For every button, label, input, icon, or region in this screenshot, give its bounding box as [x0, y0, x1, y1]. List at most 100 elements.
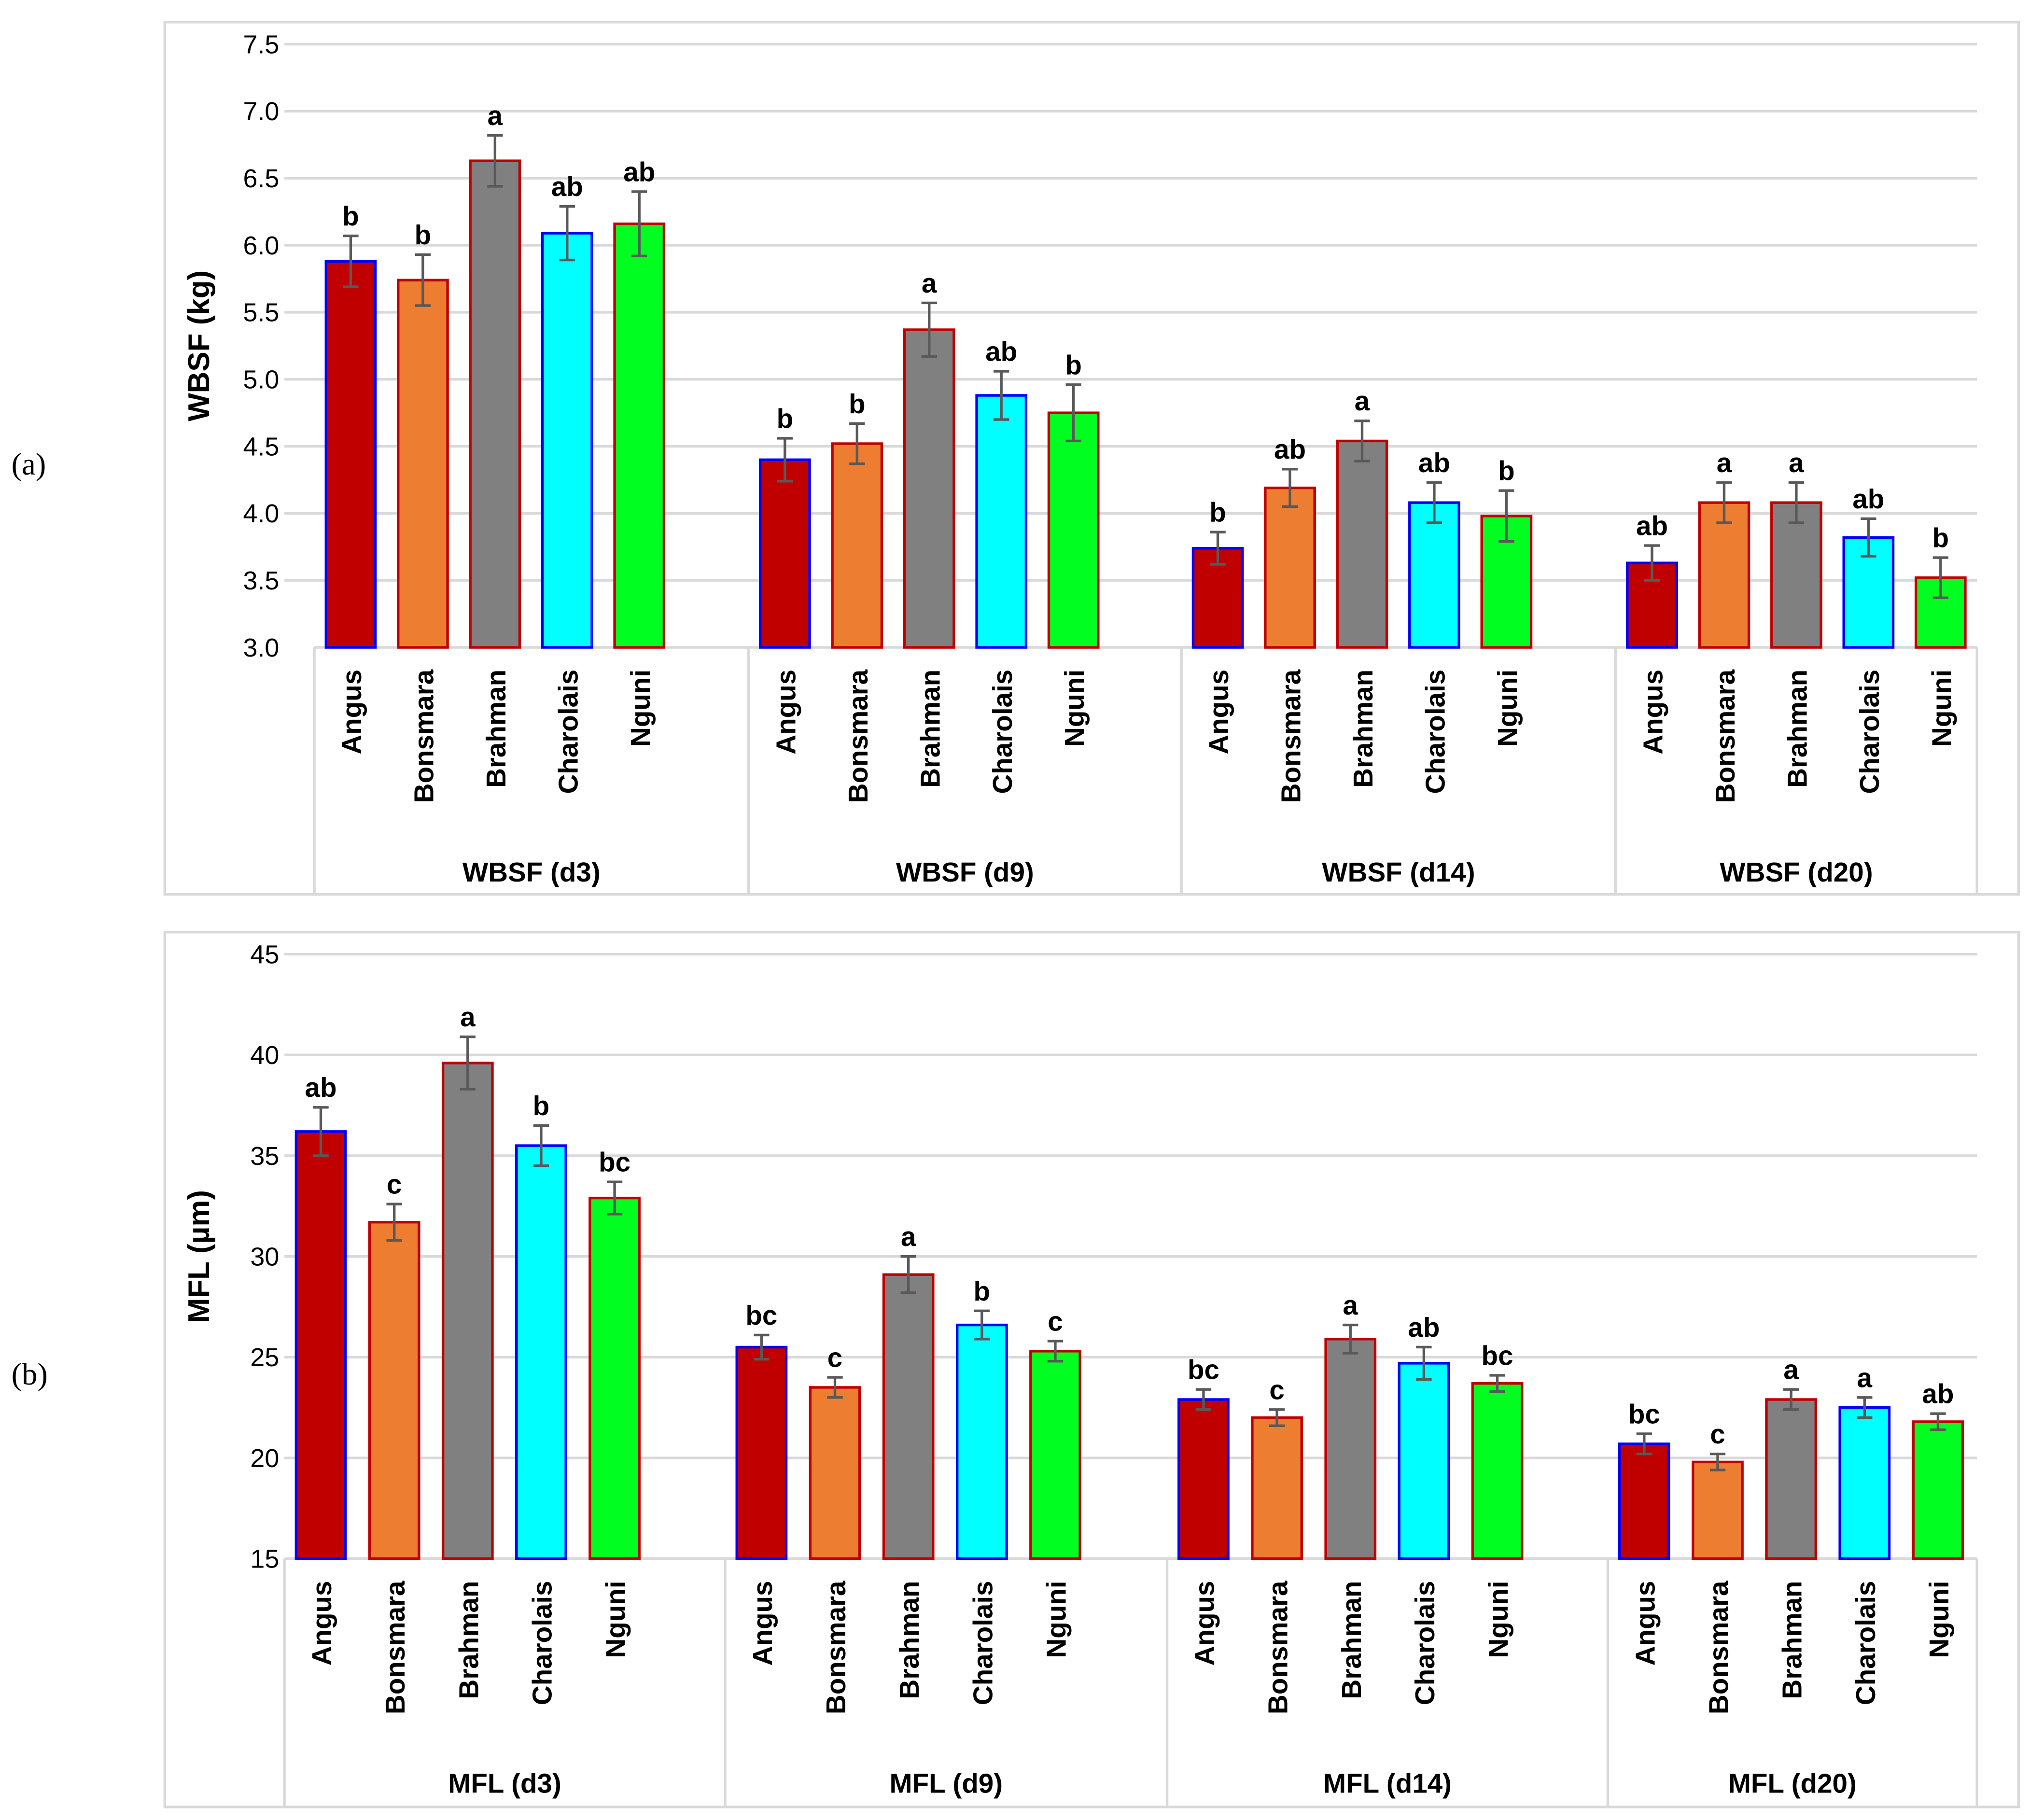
group-label: WBSF (d14)	[1322, 857, 1475, 887]
bar-brahman	[882, 1273, 935, 1560]
x-tick-label: Bonsmara	[408, 669, 439, 803]
x-tick-label: Angus	[307, 1581, 337, 1666]
group-label: MFL (d20)	[1728, 1768, 1857, 1798]
significance-letter: c	[1269, 1374, 1284, 1405]
x-tick-label: Angus	[1204, 670, 1234, 755]
bar-angus	[324, 260, 377, 649]
significance-letter: a	[488, 100, 503, 131]
significance-letter: ab	[1274, 434, 1306, 464]
x-tick-label: Nguni	[1041, 1581, 1072, 1658]
significance-letter: b	[974, 1276, 991, 1306]
bar-bonsmara	[809, 1386, 861, 1560]
significance-letter: c	[1048, 1306, 1063, 1336]
significance-letter: c	[387, 1169, 402, 1200]
bar-angus	[759, 458, 811, 649]
y-tick-label: 3.0	[243, 633, 279, 662]
x-tick-label: Brahman	[894, 1581, 924, 1699]
x-tick-label: Brahman	[481, 670, 511, 788]
significance-letter: ab	[1418, 448, 1450, 478]
bar-charolais	[1398, 1362, 1450, 1560]
significance-letter: b	[533, 1091, 550, 1121]
bar-nguni	[613, 222, 666, 649]
x-tick-label: Charolais	[553, 670, 583, 794]
bar-bonsmara	[368, 1220, 420, 1560]
y-tick-label: 45	[250, 940, 279, 969]
y-tick-label: 6.5	[243, 164, 279, 193]
significance-letter: bc	[745, 1300, 777, 1330]
significance-letter: bc	[1628, 1399, 1660, 1429]
significance-letter: a	[1717, 448, 1732, 478]
significance-letter: ab	[1636, 510, 1668, 541]
x-tick-label: Nguni	[1483, 1581, 1513, 1658]
significance-letter: ab	[1408, 1312, 1440, 1343]
bar-angus	[294, 1130, 347, 1560]
bar-nguni	[1912, 1420, 1964, 1560]
bar-bonsmara	[831, 442, 883, 649]
y-tick-label: 7.0	[243, 97, 279, 126]
significance-letter: bc	[1482, 1340, 1513, 1371]
bar-brahman	[1770, 501, 1822, 649]
bar-bonsmara	[397, 279, 449, 649]
significance-letter: ab	[1852, 484, 1884, 514]
significance-letter: a	[1857, 1362, 1873, 1393]
y-tick-label: 5.0	[243, 365, 279, 394]
x-tick-label: Angus	[1190, 1581, 1220, 1666]
panel-label: (a)	[12, 447, 46, 482]
x-tick-label: Nguni	[1059, 670, 1090, 747]
bar-bonsmara	[1251, 1416, 1303, 1560]
group-label: WBSF (d3)	[462, 857, 601, 887]
x-tick-label: Bonsmara	[380, 1581, 410, 1714]
significance-letter: ab	[1922, 1379, 1954, 1409]
x-tick-label: Brahman	[1336, 1581, 1367, 1699]
x-tick-label: Angus	[770, 670, 801, 755]
significance-letter: bc	[1188, 1355, 1219, 1385]
x-tick-label: Bonsmara	[1263, 1581, 1293, 1714]
group-label: MFL (d3)	[448, 1768, 561, 1798]
bar-brahman	[469, 159, 521, 649]
significance-letter: b	[777, 403, 794, 434]
y-tick-label: 4.0	[243, 499, 279, 528]
significance-letter: b	[415, 220, 432, 250]
significance-letter: a	[1783, 1355, 1799, 1385]
bar-angus	[1618, 1442, 1670, 1560]
x-tick-label: Bonsmara	[1710, 669, 1740, 803]
x-tick-label: Angus	[1630, 1581, 1660, 1666]
significance-letter: a	[922, 268, 937, 298]
x-tick-label: Charolais	[1410, 1581, 1440, 1706]
significance-letter: b	[1932, 522, 1949, 553]
significance-letter: ab	[623, 156, 655, 187]
bar-nguni	[588, 1196, 641, 1560]
bar-nguni	[1047, 411, 1100, 649]
significance-letter: ab	[551, 171, 583, 202]
x-tick-label: Bonsmara	[821, 1581, 851, 1714]
x-tick-label: Angus	[747, 1581, 778, 1666]
significance-letter: c	[827, 1343, 842, 1373]
bar-angus	[735, 1345, 788, 1560]
bar-charolais	[541, 232, 593, 649]
x-tick-label: Bonsmara	[1704, 1581, 1734, 1714]
group-label: WBSF (d20)	[1720, 857, 1873, 887]
significance-letter: b	[1065, 350, 1082, 380]
x-tick-label: Angus	[1638, 670, 1668, 755]
x-tick-label: Brahman	[1782, 670, 1812, 788]
bar-charolais	[515, 1144, 567, 1560]
panel-label: (b)	[12, 1357, 48, 1392]
y-tick-label: 20	[250, 1444, 279, 1473]
bar-angus	[1177, 1398, 1230, 1560]
significance-letter: b	[1209, 497, 1226, 528]
significance-letter: ab	[985, 336, 1017, 367]
x-tick-label: Brahman	[915, 670, 945, 788]
significance-letter: b	[342, 201, 359, 231]
y-tick-label: 6.0	[243, 231, 279, 260]
bar-bonsmara	[1264, 486, 1316, 649]
x-tick-label: Nguni	[1924, 1581, 1954, 1658]
group-label: MFL (d14)	[1323, 1768, 1452, 1798]
y-tick-label: 4.5	[243, 432, 279, 461]
significance-letter: a	[1789, 448, 1804, 478]
x-tick-label: Nguni	[1492, 670, 1523, 747]
y-axis-title: MFL (µm)	[182, 1190, 216, 1323]
bar-charolais	[955, 1323, 1008, 1560]
x-tick-label: Angus	[336, 670, 367, 755]
